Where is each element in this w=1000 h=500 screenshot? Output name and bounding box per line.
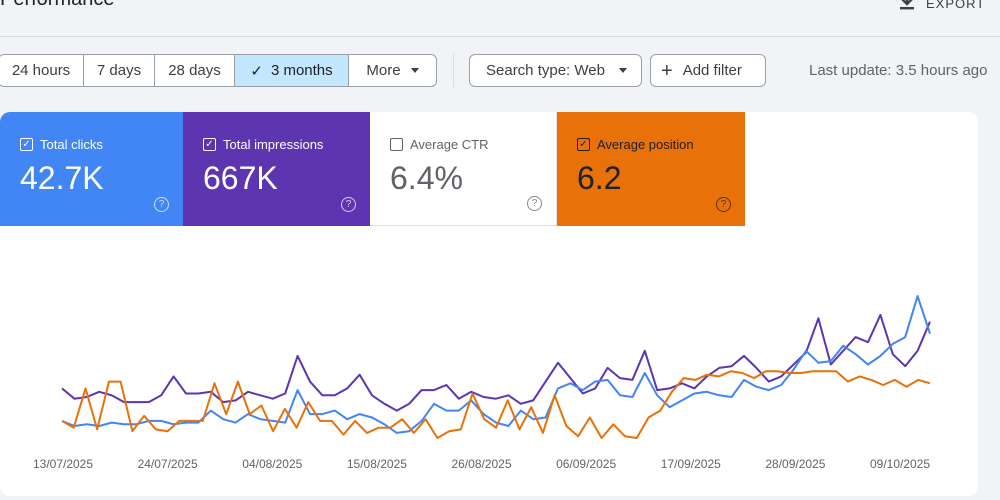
range-label: 24 hours (11, 62, 71, 79)
add-filter-label: Add filter (682, 62, 742, 79)
metric-label: Average CTR (410, 137, 489, 152)
series-line-0[interactable] (61, 313, 931, 412)
help-icon[interactable]: ? (341, 197, 356, 212)
metric-value: 6.2 (577, 160, 622, 196)
x-tick-label: 09/10/2025 (870, 457, 930, 471)
x-tick-label: 06/09/2025 (556, 457, 616, 471)
search-type-label: Search type: Web (486, 62, 605, 79)
range-3-months-button[interactable]: ✓ 3 months (235, 55, 349, 86)
search-type-dropdown[interactable]: Search type: Web (469, 54, 642, 87)
x-tick-label: 28/09/2025 (765, 457, 825, 471)
checkbox-unchecked-icon[interactable] (390, 138, 403, 151)
metric-label: Total impressions (223, 137, 324, 152)
help-icon[interactable]: ? (716, 197, 731, 212)
range-28-days-button[interactable]: 28 days (155, 55, 235, 86)
performance-line-chart[interactable]: 13/07/2025 24/07/2025 04/08/2025 15/08/2025… (0, 112, 978, 496)
plus-icon: + (661, 59, 673, 82)
performance-chart-card: ✓ Total clicks 42.7K ? ✓ Total impressions… (0, 112, 978, 496)
add-filter-button[interactable]: + Add filter (650, 54, 766, 87)
metric-value: 42.7K (20, 160, 104, 196)
download-icon (900, 0, 914, 10)
range-label: 3 months (270, 62, 333, 79)
check-icon: ✓ (250, 62, 263, 80)
toolbar-divider (453, 54, 454, 87)
x-tick-label: 17/09/2025 (661, 457, 721, 471)
range-label: 28 days (168, 62, 221, 79)
metric-label: Average position (597, 137, 694, 152)
series-line-2[interactable] (61, 370, 931, 439)
range-7-days-button[interactable]: 7 days (84, 55, 155, 86)
export-button[interactable]: EXPORT (898, 0, 985, 12)
metric-value: 667K (203, 160, 278, 196)
date-range-selector: 24 hours 7 days 28 days ✓ 3 months More (0, 54, 437, 87)
last-update-text: Last update: 3.5 hours ago (809, 62, 988, 79)
metric-value: 6.4% (390, 160, 463, 196)
metric-label: Total clicks (40, 137, 103, 152)
range-more-button[interactable]: More (349, 55, 436, 86)
x-tick-label: 24/07/2025 (138, 457, 198, 471)
x-tick-label: 26/08/2025 (451, 457, 511, 471)
help-icon[interactable]: ? (154, 197, 169, 212)
metric-total-impressions[interactable]: ✓ Total impressions 667K ? (183, 112, 370, 226)
export-label: EXPORT (926, 0, 986, 11)
help-icon[interactable]: ? (527, 196, 542, 211)
checkbox-checked-icon[interactable]: ✓ (203, 138, 216, 151)
x-tick-label: 04/08/2025 (242, 457, 302, 471)
header-divider (0, 36, 1000, 37)
range-label: More (366, 62, 401, 79)
caret-down-icon (410, 68, 419, 73)
metric-average-position[interactable]: ✓ Average position 6.2 ? (557, 112, 745, 226)
metric-total-clicks[interactable]: ✓ Total clicks 42.7K ? (0, 112, 183, 226)
x-tick-label: 13/07/2025 (33, 457, 93, 471)
checkbox-checked-icon[interactable]: ✓ (577, 138, 590, 151)
metric-average-ctr[interactable]: Average CTR 6.4% ? (370, 112, 557, 226)
caret-down-icon (618, 68, 627, 73)
checkbox-checked-icon[interactable]: ✓ (20, 138, 33, 151)
page-title: Performance (0, 0, 115, 11)
series-line-1[interactable] (61, 295, 931, 434)
range-label: 7 days (96, 62, 142, 79)
x-tick-label: 15/08/2025 (347, 457, 407, 471)
range-24-hours-button[interactable]: 24 hours (0, 55, 84, 86)
